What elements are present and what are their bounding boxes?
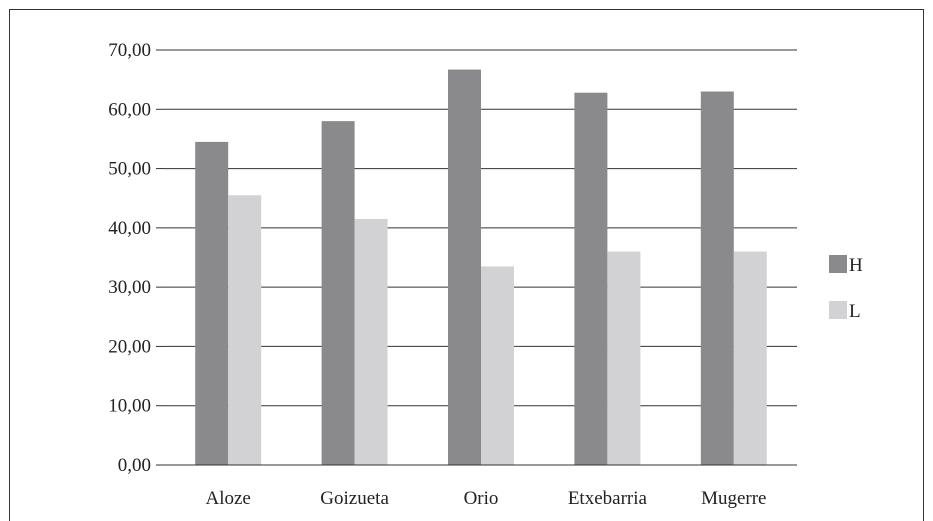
x-category-label: Goizueta <box>320 488 389 509</box>
y-tick-label: 60,00 <box>108 99 151 120</box>
bar-l-etxebarria <box>607 251 641 465</box>
y-tick-label: 0,00 <box>118 455 151 476</box>
x-category-label: Mugerre <box>701 488 766 509</box>
bar-h-goizueta <box>321 121 355 466</box>
bar-h-orio <box>448 69 481 466</box>
legend-label-l: L <box>849 301 861 322</box>
bar-l-aloze <box>228 195 262 465</box>
legend-swatch-h <box>829 255 847 273</box>
y-tick-label: 20,00 <box>108 336 151 357</box>
y-axis-tick-labels: 0,00 10,00 20,00 30,00 40,00 50,00 60,00 70,00 <box>108 40 151 476</box>
legend: HL <box>829 255 863 322</box>
x-category-label: Etxebarria <box>568 488 648 509</box>
x-category-label: Aloze <box>206 488 251 509</box>
y-tick-label: 30,00 <box>108 277 151 298</box>
bar-l-goizueta <box>354 218 388 465</box>
bar-h-etxebarria <box>574 92 608 465</box>
legend-label-h: H <box>849 255 863 276</box>
y-tick-label: 70,00 <box>108 40 151 61</box>
y-tick-label: 40,00 <box>108 218 151 239</box>
legend-swatch-l <box>829 301 847 319</box>
bars <box>195 69 767 466</box>
y-tick-label: 10,00 <box>108 396 151 417</box>
x-category-label: Orio <box>464 488 499 509</box>
y-tick-label: 50,00 <box>108 159 151 180</box>
bar-h-mugerre <box>700 91 734 465</box>
x-axis-category-labels: Aloze Goizueta Orio Etxebarria Mugerre <box>206 488 767 509</box>
chart-frame <box>9 9 924 521</box>
bar-h-aloze <box>195 141 229 465</box>
bar-l-mugerre <box>733 251 767 465</box>
bar-l-orio <box>481 266 514 465</box>
